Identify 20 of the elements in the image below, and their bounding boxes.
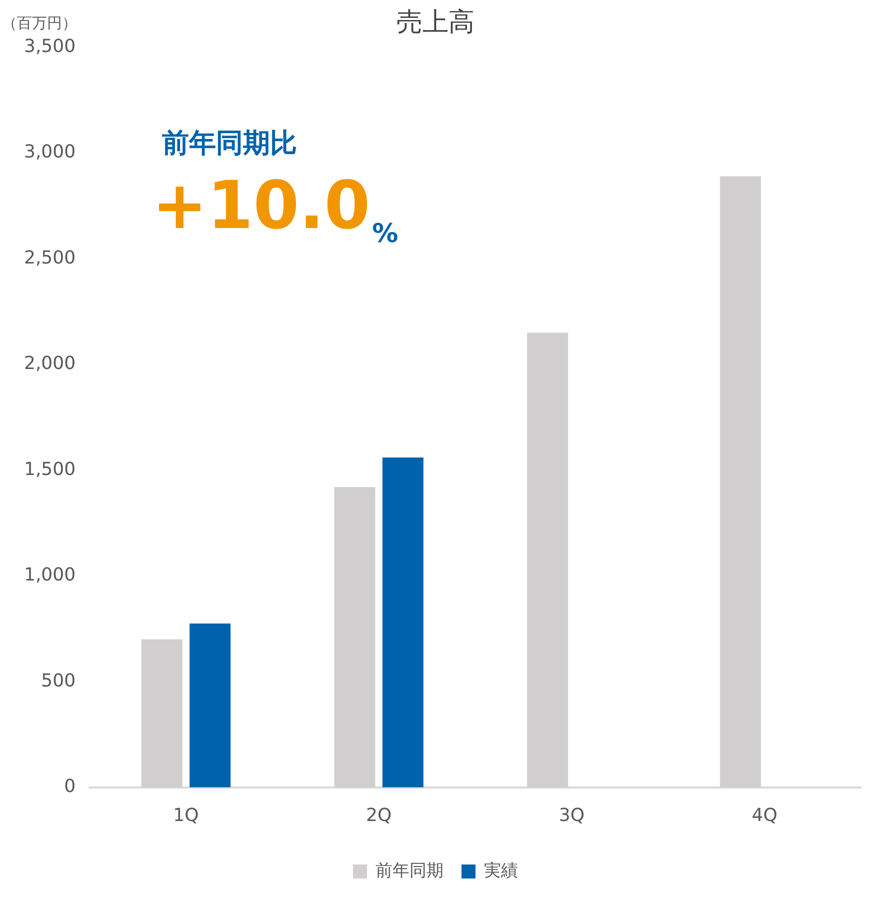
bar — [382, 457, 424, 788]
chart-title: 売上高 — [396, 7, 474, 38]
y-tick-label: 2,500 — [24, 247, 76, 268]
bar — [190, 624, 231, 788]
y-tick-label: 1,000 — [24, 564, 76, 586]
x-tick-label: 4Q — [752, 804, 778, 826]
annotation: 前年同期比 — [161, 128, 297, 159]
y-tick-label: 3,000 — [24, 142, 76, 163]
legend-label: 実績 — [484, 860, 518, 881]
x-tick-label: 1Q — [173, 804, 199, 826]
x-tick-label: 3Q — [558, 804, 585, 826]
y-tick-label: 1,500 — [24, 458, 76, 480]
y-tick-label: 0 — [64, 776, 76, 798]
annotation: +10.0% — [152, 167, 398, 249]
x-tick-label: 2Q — [366, 804, 392, 826]
y-tick-label: 500 — [41, 670, 76, 692]
y-tick-label: 3,500 — [24, 36, 76, 57]
legend-label: 前年同期 — [376, 860, 444, 881]
y-tick-label: 2,000 — [24, 353, 76, 374]
y-axis-title: （百万円） — [2, 14, 77, 32]
